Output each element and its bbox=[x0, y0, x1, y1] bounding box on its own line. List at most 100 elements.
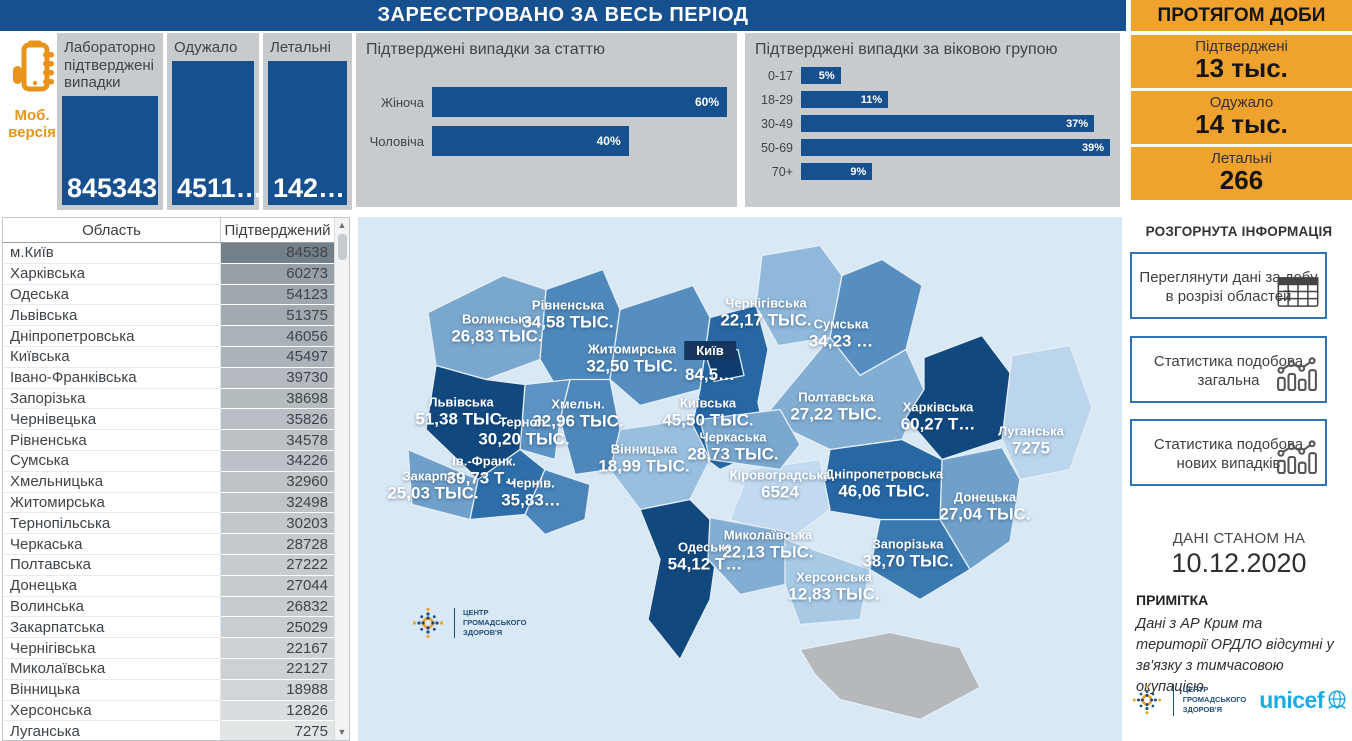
scroll-up-arrow[interactable]: ▲ bbox=[337, 220, 347, 230]
combo-chart-icon bbox=[1275, 440, 1319, 480]
daily-card-lethal: Летальні 266 bbox=[1131, 147, 1352, 200]
button-daily-stat-new-cases[interactable]: Статистика подобова нових випадків bbox=[1130, 419, 1327, 486]
table-row[interactable]: Львівська 51375 bbox=[3, 305, 334, 327]
confirmed-value-cell: 54123 bbox=[221, 284, 334, 306]
region-name-cell: Луганська bbox=[3, 721, 221, 740]
scroll-thumb[interactable] bbox=[337, 234, 347, 260]
region-name-cell: Донецька bbox=[3, 575, 221, 597]
region-odeska[interactable] bbox=[639, 498, 721, 661]
table-row[interactable]: Волинська 26832 bbox=[3, 596, 334, 618]
table-row[interactable]: Вінницька 18988 bbox=[3, 679, 334, 701]
table-row[interactable]: Херсонська 12826 bbox=[3, 700, 334, 722]
table-row[interactable]: Сумська 34226 bbox=[3, 450, 334, 472]
category-label: 70+ bbox=[771, 164, 793, 179]
region-kirovohradska[interactable] bbox=[729, 458, 831, 541]
mobile-version-link[interactable]: Моб. версія bbox=[6, 40, 58, 142]
bar-70+[interactable]: 9% bbox=[801, 163, 873, 180]
region-chernihivska[interactable] bbox=[755, 244, 843, 347]
table-row[interactable]: Житомирська 32498 bbox=[3, 492, 334, 514]
scroll-down-arrow[interactable]: ▼ bbox=[337, 727, 347, 737]
kpi-label: Одужало bbox=[174, 39, 238, 56]
confirmed-value-cell: 12826 bbox=[221, 700, 334, 722]
region-luhanska[interactable] bbox=[1001, 344, 1093, 481]
table-row[interactable]: Чернівецька 35826 bbox=[3, 409, 334, 431]
category-label: 0-17 bbox=[767, 68, 793, 83]
bar-Чоловіча[interactable]: 40% bbox=[432, 126, 629, 156]
mobile-version-label[interactable]: Моб. версія bbox=[8, 107, 56, 142]
combo-chart-icon bbox=[1275, 357, 1319, 397]
table-row[interactable]: Запорізька 38698 bbox=[3, 388, 334, 410]
region-name-cell: Миколаївська bbox=[3, 658, 221, 680]
confirmed-value-cell: 45497 bbox=[221, 346, 334, 368]
region-vinnytska[interactable] bbox=[609, 418, 711, 511]
age-chart-bars: 0-17 5% 18-29 11% 30-49 37% 50-69 39% 70+ 9% bbox=[755, 67, 1110, 180]
phc-logo-icon bbox=[412, 607, 444, 639]
bar-30-49[interactable]: 37% bbox=[801, 115, 1095, 132]
bar-value-label: 39% bbox=[1081, 141, 1104, 154]
table-row[interactable]: Миколаївська 22127 bbox=[3, 658, 334, 680]
table-row[interactable]: Івано-Франківська 39730 bbox=[3, 367, 334, 389]
region-mykolaivska[interactable] bbox=[707, 516, 791, 596]
table-row[interactable]: Хмельницька 32960 bbox=[3, 471, 334, 493]
region-name-cell: Чернігівська bbox=[3, 638, 221, 659]
confirmed-value-cell: 27222 bbox=[221, 554, 334, 576]
table-row[interactable]: Полтавська 27222 bbox=[3, 554, 334, 576]
bar-0-17[interactable]: 5% bbox=[801, 67, 841, 84]
table-scrollbar[interactable]: ▲ ▼ bbox=[334, 218, 349, 740]
region-volynska[interactable] bbox=[427, 274, 547, 381]
ukraine-map: Волинська 26,83 ТЫС. Рівненська 34,58 ТЫС. Ж… bbox=[358, 217, 1122, 741]
confirmed-value-cell: 25029 bbox=[221, 617, 334, 639]
bar-50-69[interactable]: 39% bbox=[801, 139, 1110, 156]
column-header-region[interactable]: Область bbox=[3, 218, 221, 242]
table-icon bbox=[1277, 277, 1319, 313]
region-kharkivska[interactable] bbox=[905, 334, 1013, 461]
region-name-cell: Одеська bbox=[3, 284, 221, 306]
table-row[interactable]: Луганська 7275 bbox=[3, 721, 334, 740]
phc-logo-icon bbox=[1132, 685, 1162, 715]
table-row[interactable]: Тернопільська 30203 bbox=[3, 513, 334, 535]
report-title-banner: ЗАРЕЄСТРОВАНО ЗА ВЕСЬ ПЕРІОД bbox=[0, 0, 1126, 31]
phc-watermark-text: ЦЕНТР ГРОМАДСЬКОГО ЗДОРОВ'Я bbox=[463, 608, 527, 637]
region-name-cell: Закарпатська bbox=[3, 617, 221, 639]
region-khersonska[interactable] bbox=[784, 538, 871, 626]
region-name-cell: Чернівецька bbox=[3, 409, 221, 431]
region-cherkaska[interactable] bbox=[699, 408, 801, 471]
table-row[interactable]: Донецька 27044 bbox=[3, 575, 334, 597]
region-name-cell: Херсонська bbox=[3, 700, 221, 722]
bar-value-label: 37% bbox=[1066, 117, 1089, 130]
category-label: 50-69 bbox=[761, 140, 793, 155]
table-row[interactable]: Харківська 60273 bbox=[3, 263, 334, 285]
table-row[interactable]: Дніпропетровська 46056 bbox=[3, 326, 334, 347]
bar-18-29[interactable]: 11% bbox=[801, 91, 889, 108]
region-rivnenska[interactable] bbox=[539, 268, 621, 391]
footer-logos: ЦЕНТР ГРОМАДСЬКОГО ЗДОРОВ'Я unicef bbox=[1130, 680, 1348, 720]
gender-chart-title: Підтверджені випадки за статтю bbox=[366, 41, 605, 58]
phc-logo-text: ЦЕНТР ГРОМАДСЬКОГО ЗДОРОВ'Я bbox=[1182, 685, 1247, 714]
confirmed-value-cell: 60273 bbox=[221, 263, 334, 285]
table-row[interactable]: м.Київ 84538 bbox=[3, 243, 334, 264]
region-name-cell: Сумська bbox=[3, 450, 221, 472]
region-chernivetska[interactable] bbox=[524, 468, 591, 536]
button-daily-by-region[interactable]: Переглянути дані за добу в розрізі облас… bbox=[1130, 252, 1327, 319]
kpi-value: 845343 bbox=[67, 173, 158, 203]
column-header-confirmed[interactable]: Підтверджений bbox=[224, 221, 331, 239]
table-row[interactable]: Київська 45497 bbox=[3, 346, 334, 368]
table-row[interactable]: Закарпатська 25029 bbox=[3, 617, 334, 639]
table-row[interactable]: Чернігівська 22167 bbox=[3, 638, 334, 659]
region-name-cell: Хмельницька bbox=[3, 471, 221, 493]
region-dnipropetrovska[interactable] bbox=[819, 438, 943, 521]
region-khmelnytska[interactable] bbox=[559, 378, 621, 476]
button-daily-stat-total[interactable]: Статистика подобова загальна bbox=[1130, 336, 1327, 403]
region-zhytomyrska[interactable] bbox=[609, 284, 711, 407]
confirmed-value-cell: 27044 bbox=[221, 575, 334, 597]
table-row[interactable]: Черкаська 28728 bbox=[3, 534, 334, 555]
bar-value-label: 60% bbox=[694, 95, 719, 109]
table-row[interactable]: Одеська 54123 bbox=[3, 284, 334, 306]
confirmed-value-cell: 51375 bbox=[221, 305, 334, 327]
expanded-info-heading: РОЗГОРНУТА ІНФОРМАЦІЯ bbox=[1145, 224, 1333, 239]
table-row[interactable]: Рівненська 34578 bbox=[3, 430, 334, 451]
gender-chart-panel: Підтверджені випадки за статтю Жіноча 60%… bbox=[356, 33, 737, 207]
bar-Жіноча[interactable]: 60% bbox=[432, 87, 727, 117]
confirmed-value-cell: 34226 bbox=[221, 450, 334, 472]
confirmed-value-cell: 18988 bbox=[221, 679, 334, 701]
